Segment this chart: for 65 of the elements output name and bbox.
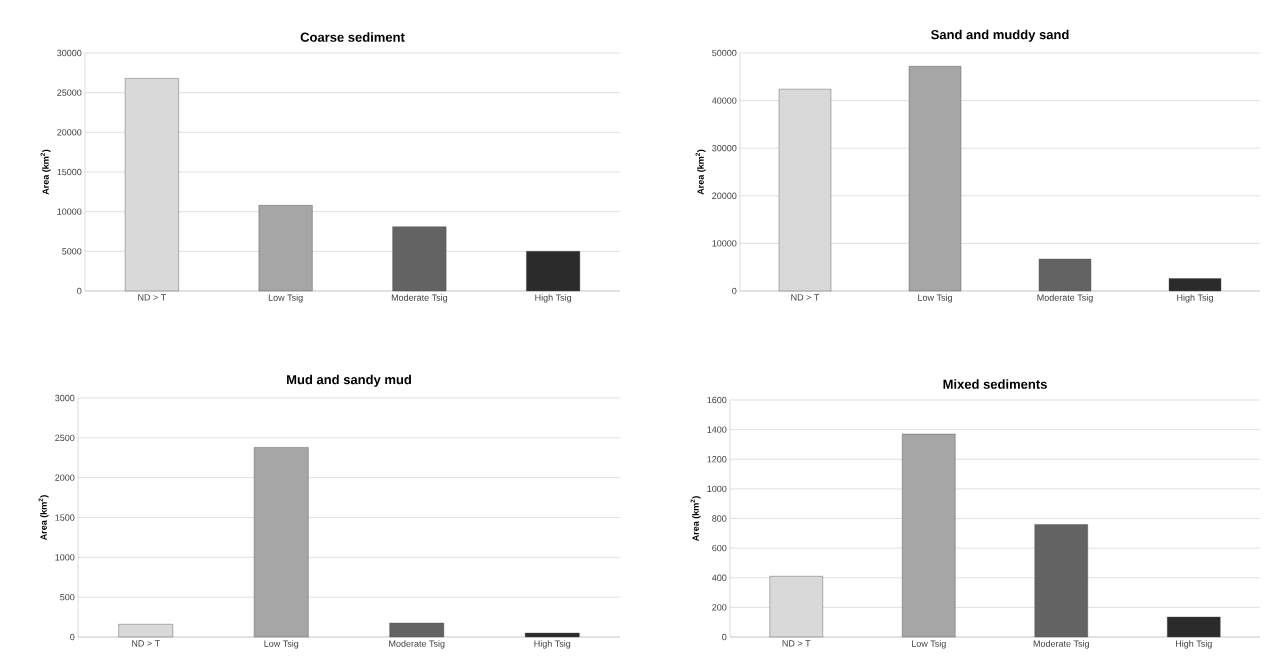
x-tick-label: Low Tsig (911, 640, 946, 649)
bar (392, 226, 447, 292)
y-tick-label: 3000 (55, 394, 75, 402)
x-tick-label: ND > T (782, 640, 811, 647)
y-tick-label: 1400 (707, 426, 727, 433)
y-tick-label: 20000 (712, 192, 737, 199)
bar (1034, 524, 1088, 638)
y-tick-label: 20000 (57, 129, 82, 136)
x-tick-label: ND > T (132, 640, 160, 647)
y-tick-label: 30000 (57, 49, 82, 57)
y-tick-label: 600 (712, 544, 727, 552)
y-axis-title: Area (km$^{2}$) (38, 495, 49, 541)
y-tick-label: 400 (712, 574, 727, 581)
y-tick-label: 0 (77, 287, 82, 295)
x-tick-label: Moderate Tsig (391, 294, 448, 303)
y-tick-label: 25000 (57, 89, 82, 96)
bar (124, 78, 179, 292)
y-tick-label: 1000 (707, 485, 727, 493)
y-axis-title: Area (km$^{2}$) (690, 496, 701, 542)
y-tick-label: 1200 (707, 456, 727, 463)
bar (118, 624, 174, 638)
bar (769, 576, 823, 638)
y-tick-label: 500 (60, 593, 75, 601)
x-tick-label: High Tsig (534, 640, 571, 649)
x-tick-label: Low Tsig (264, 640, 299, 649)
x-tick-label: High Tsig (1177, 294, 1213, 303)
x-tick-label: ND > T (138, 294, 167, 301)
y-tick-label: 1600 (707, 396, 727, 404)
y-tick-label: 10000 (712, 240, 737, 247)
y-tick-label: 0 (70, 633, 75, 641)
y-tick-label: 2500 (55, 434, 75, 442)
chart-title: Sand and muddy sand (931, 29, 1069, 42)
chart-title: Mixed sediments (943, 379, 1047, 389)
bar (389, 622, 445, 638)
y-tick-label: 30000 (712, 145, 737, 152)
y-tick-label: 0 (722, 633, 727, 641)
x-tick-label: Moderate Tsig (389, 640, 445, 649)
y-axis-title: Area (km$^{2}$) (40, 149, 51, 195)
x-tick-label: Low Tsig (918, 294, 952, 303)
x-tick-label: Moderate Tsig (1033, 640, 1089, 649)
y-tick-label: 15000 (57, 168, 82, 176)
chart-title: Coarse sediment (300, 32, 405, 42)
y-axis-title: Area (km$^{2}$) (695, 149, 706, 195)
bar (524, 632, 580, 638)
y-tick-label: 800 (712, 515, 727, 522)
y-tick-label: 2000 (55, 474, 75, 481)
bar (778, 88, 832, 292)
bar (1168, 278, 1222, 292)
y-tick-label: 50000 (712, 49, 737, 57)
y-tick-label: 40000 (711, 97, 737, 104)
y-tick-label: 200 (712, 604, 727, 611)
x-tick-label: High Tsig (1175, 640, 1212, 649)
chart-title: Mud and sandy mud (287, 374, 411, 387)
y-tick-label: 5000 (62, 248, 82, 255)
y-tick-label: 10000 (57, 208, 82, 215)
bar (526, 251, 581, 292)
y-tick-label: 1500 (55, 514, 75, 521)
x-tick-label: High Tsig (535, 294, 572, 303)
y-tick-label: 0 (732, 287, 737, 295)
x-tick-label: Low Tsig (268, 294, 303, 303)
bar (1038, 258, 1092, 292)
bar (1167, 616, 1221, 638)
y-tick-label: 1000 (55, 554, 75, 561)
x-tick-label: ND > T (791, 294, 820, 301)
x-tick-label: Moderate Tsig (1037, 294, 1093, 303)
